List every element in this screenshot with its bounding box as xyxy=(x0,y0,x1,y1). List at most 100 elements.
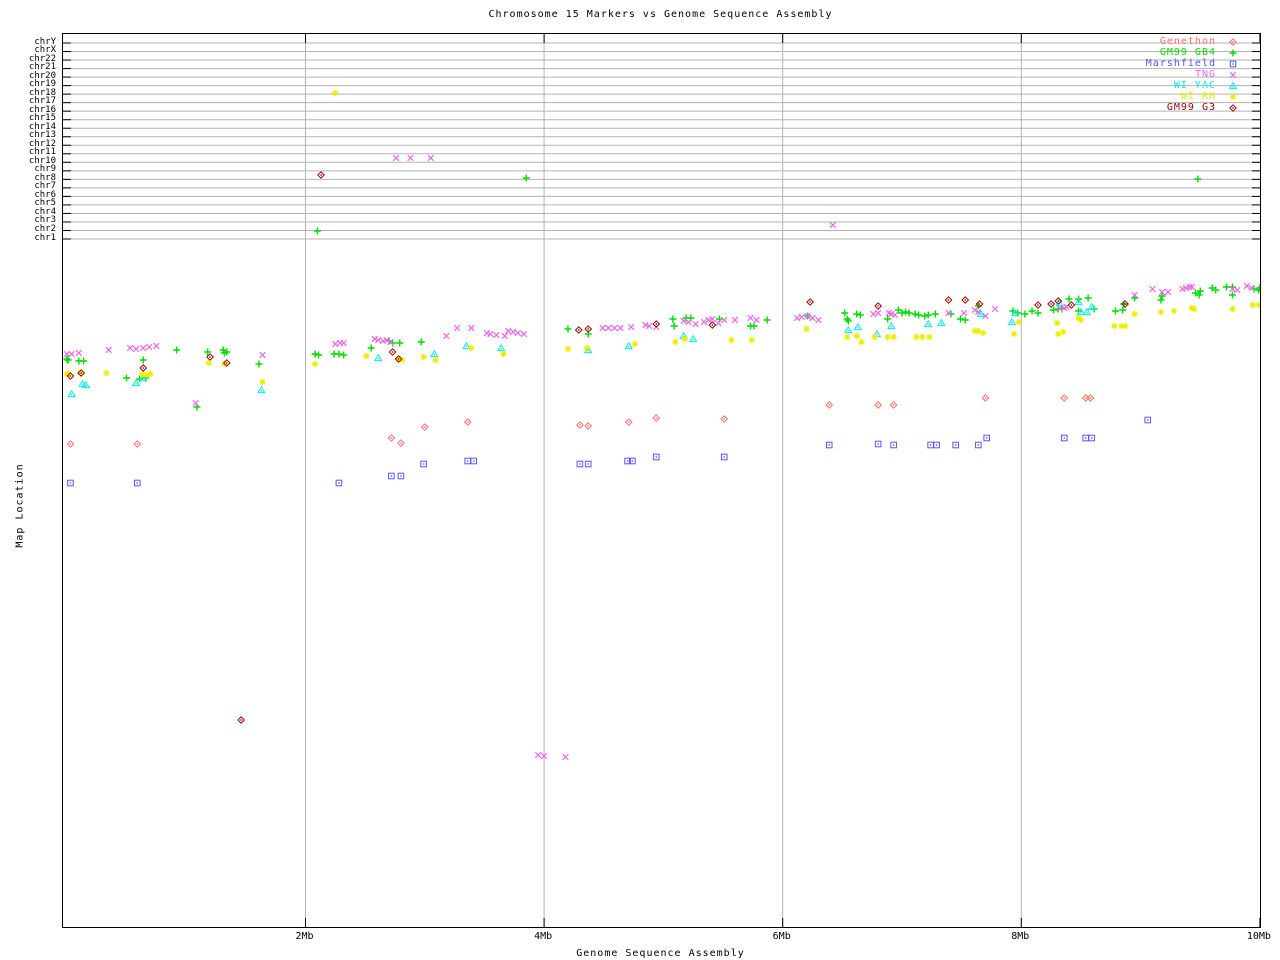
marker-gm99-gb4 xyxy=(1249,284,1259,294)
scatter-plot-svg xyxy=(63,34,1260,927)
marker-wi-yac xyxy=(689,335,698,343)
marker-gm99-gb4 xyxy=(852,309,861,319)
marker-wi-yac xyxy=(497,344,506,352)
y-axis-label: chr7 xyxy=(34,181,56,192)
marker-wi-yac xyxy=(853,323,862,331)
marker-wi-rh xyxy=(499,350,508,358)
marker-wi-rh xyxy=(311,360,319,368)
marker-wi-yac xyxy=(924,320,933,328)
marker-marshfield xyxy=(470,457,478,465)
legend-item-tng: TNG xyxy=(1146,69,1240,80)
legend-item-gm99-gb4: GM99 GB4 xyxy=(1146,47,1240,58)
marker-wi-rh xyxy=(925,333,934,341)
y-axis-label: chr22 xyxy=(28,53,56,64)
y-axis-label: chr15 xyxy=(28,113,56,124)
marker-wi-rh xyxy=(419,353,428,361)
data-points xyxy=(63,89,1260,761)
marker-gm99-gb4 xyxy=(961,315,970,325)
marker-gm99-g3 xyxy=(944,296,953,304)
marker-gm99-g3 xyxy=(237,716,245,724)
marker-gm99-gb4 xyxy=(901,307,910,317)
y-axis-label: chr21 xyxy=(28,62,56,73)
marker-marshfield xyxy=(825,441,833,449)
marker-genethon xyxy=(874,401,882,409)
y-axis-label: chr1 xyxy=(34,232,56,243)
marker-gm99-gb4 xyxy=(883,314,892,324)
y-axis-label: chr8 xyxy=(34,172,56,183)
marker-wi-rh xyxy=(912,333,921,341)
marker-marshfield xyxy=(464,457,472,465)
marker-gm99-gb4 xyxy=(924,310,933,320)
marker-gm99-gb4 xyxy=(920,311,929,321)
legend: Genethon GM99 GB4 Marshfield TNG WI YAC WI RH… xyxy=(1146,36,1240,113)
marker-tng xyxy=(514,329,522,337)
marker-genethon xyxy=(464,418,472,426)
marker-genethon xyxy=(889,401,898,409)
marker-tng xyxy=(132,345,140,353)
legend-item-gm99-g3: GM99 G3 xyxy=(1146,102,1240,113)
marker-tng xyxy=(259,351,266,359)
marker-wi-rh xyxy=(852,332,861,340)
marker-wi-rh xyxy=(747,336,756,344)
marker-marshfield xyxy=(1088,434,1095,442)
marker-tng xyxy=(139,344,147,352)
chart-title: Chromosome 15 Markers vs Genome Sequence… xyxy=(488,9,833,20)
marker-gm99-gb4 xyxy=(910,309,920,319)
y-axis-label: chr18 xyxy=(28,87,56,98)
marker-tng xyxy=(692,320,700,328)
marker-tng xyxy=(599,324,606,332)
marker-wi-rh xyxy=(681,335,689,343)
marker-wi-rh xyxy=(564,345,572,353)
marker-tng xyxy=(753,316,760,324)
marker-tng xyxy=(504,327,512,335)
y-axis-label: chrY xyxy=(34,36,56,47)
marker-wi-rh xyxy=(1077,316,1085,324)
marker-gm99-gb4 xyxy=(1027,306,1037,316)
marker-gm99-gb4 xyxy=(1020,309,1030,319)
marker-genethon xyxy=(1060,394,1068,402)
marker-genethon xyxy=(825,401,833,409)
marker-gm99-gb4 xyxy=(1222,282,1231,292)
marker-wi-rh xyxy=(1053,319,1061,327)
y-axis-label: chr9 xyxy=(34,164,56,175)
legend-item-marshfield: Marshfield xyxy=(1146,58,1240,69)
marker-marshfield xyxy=(652,453,660,461)
marker-gm99-gb4 xyxy=(762,315,772,325)
marker-tng xyxy=(442,332,450,340)
marker-wi-rh xyxy=(802,325,811,333)
marker-wi-yac xyxy=(430,350,439,358)
marker-gm99-gb4 xyxy=(139,355,148,365)
marker-tng xyxy=(331,340,339,348)
marker-wi-rh xyxy=(138,370,146,378)
marker-tng xyxy=(534,751,542,759)
marker-genethon xyxy=(133,440,141,448)
legend-marker-icon xyxy=(1229,103,1237,112)
marker-tng xyxy=(145,343,153,351)
marker-gm99-gb4 xyxy=(1033,308,1043,318)
marker-gm99-gb4 xyxy=(749,321,759,331)
marker-wi-rh xyxy=(1248,301,1257,309)
marker-wi-rh xyxy=(1130,310,1139,318)
marker-wi-rh xyxy=(889,333,898,341)
marker-wi-yac xyxy=(257,386,266,394)
gridlines xyxy=(63,34,1260,927)
marker-tng xyxy=(340,339,348,347)
marker-tng xyxy=(798,313,806,321)
marker-gm99-gb4 xyxy=(522,173,531,183)
y-axis-label: chr6 xyxy=(34,189,56,200)
marker-tng xyxy=(874,309,882,317)
y-axis-label: chr3 xyxy=(34,215,56,226)
marker-tng xyxy=(392,154,400,162)
marker-gm99-gb4 xyxy=(314,350,323,360)
marker-marshfield xyxy=(927,441,934,449)
legend-label: TNG xyxy=(1194,69,1216,80)
marker-gm99-gb4 xyxy=(668,314,678,324)
marker-wi-rh xyxy=(870,333,879,341)
marker-tng xyxy=(829,221,837,229)
marker-genethon xyxy=(421,423,429,431)
marker-gm99-g3 xyxy=(874,302,882,310)
marker-marshfield xyxy=(420,460,427,468)
marker-wi-rh xyxy=(1110,322,1119,330)
marker-wi-rh xyxy=(843,333,851,341)
